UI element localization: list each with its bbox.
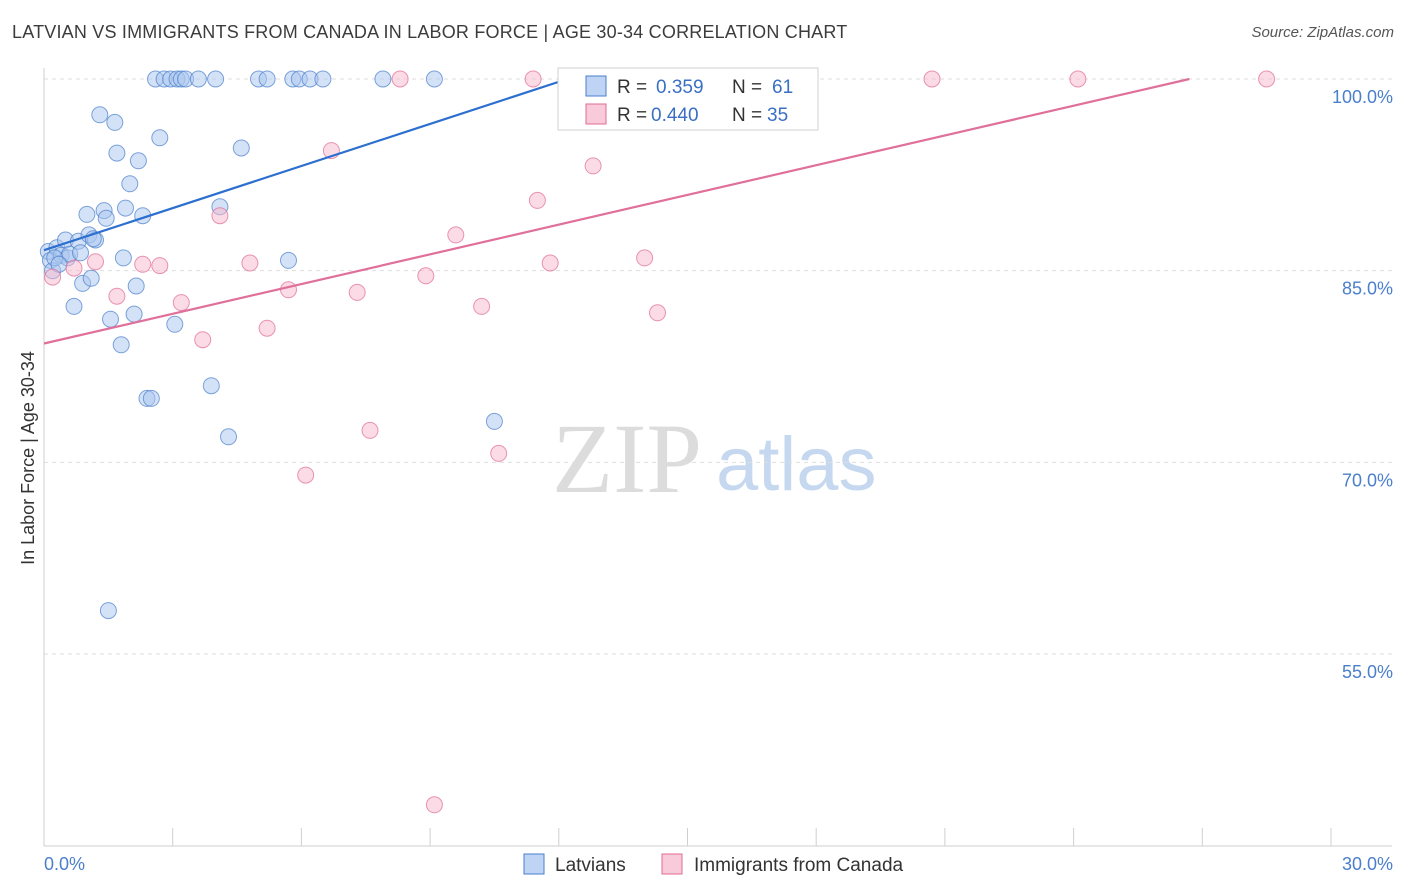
x-tick-label-min: 0.0% — [44, 854, 85, 874]
axes-layer — [43, 68, 1392, 847]
chart-source: Source: ZipAtlas.com — [1251, 24, 1394, 41]
point-canada — [241, 254, 259, 272]
point-canada — [65, 259, 83, 277]
point-latvians — [425, 70, 443, 88]
legend-n-value-latvians: 61 — [772, 77, 793, 98]
x-tick-label-max: 30.0% — [1342, 854, 1393, 874]
point-canada — [425, 796, 443, 814]
point-latvians — [142, 389, 160, 407]
bottom-legend-swatch-latvians — [523, 853, 545, 875]
y-tick-label-layer: 55.0% 70.0% 85.0% 100.0% — [1332, 87, 1393, 682]
point-latvians — [258, 70, 276, 88]
point-latvians — [91, 106, 109, 124]
point-latvians — [151, 129, 169, 147]
point-latvians — [127, 277, 145, 295]
point-canada — [447, 226, 465, 244]
point-canada — [211, 207, 229, 225]
y-tick-label: 85.0% — [1342, 279, 1393, 299]
trend-line-latvians — [43, 77, 568, 252]
point-latvians — [485, 412, 503, 430]
point-canada — [1258, 70, 1276, 88]
point-canada — [391, 70, 409, 88]
point-canada — [541, 254, 559, 272]
point-latvians — [314, 70, 332, 88]
point-canada — [417, 267, 435, 285]
point-latvians — [207, 70, 225, 88]
point-canada — [44, 268, 62, 286]
point-latvians — [102, 310, 119, 328]
y-tick-label: 55.0% — [1342, 662, 1393, 682]
point-latvians — [112, 336, 130, 354]
bottom-legend-label-latvians: Latvians — [555, 855, 626, 876]
point-canada — [172, 294, 190, 312]
point-canada — [584, 157, 602, 175]
point-canada — [348, 283, 366, 301]
point-latvians — [65, 297, 83, 315]
point-latvians — [374, 70, 392, 88]
point-canada — [297, 466, 315, 484]
point-latvians — [280, 251, 297, 269]
legend-r-value-canada: 0.440 — [651, 105, 699, 126]
point-latvians — [106, 113, 124, 131]
point-latvians — [189, 70, 207, 88]
legend-r-label-1: R = — [617, 77, 647, 98]
point-latvians — [166, 315, 184, 333]
point-latvians — [82, 269, 100, 287]
legend-n-label-2: N = — [732, 105, 762, 126]
point-latvians — [97, 209, 115, 227]
legend-swatch-canada — [585, 103, 607, 125]
watermark-atlas: atlas — [716, 422, 877, 507]
y-tick-label: 70.0% — [1342, 470, 1393, 490]
point-canada — [528, 191, 546, 209]
point-canada — [108, 287, 126, 305]
point-canada — [151, 257, 169, 275]
top-legend: R = 0.359 N = 61 R = 0.440 N = 35 — [557, 67, 819, 131]
point-canada — [923, 70, 941, 88]
y-axis-title: In Labor Force | Age 30-34 — [18, 351, 38, 565]
legend-n-label-1: N = — [732, 77, 762, 98]
chart-title: LATVIAN VS IMMIGRANTS FROM CANADA IN LAB… — [12, 22, 848, 42]
point-latvians — [220, 428, 237, 446]
bottom-legend-swatch-canada — [661, 853, 683, 875]
point-canada — [87, 253, 104, 271]
point-canada — [473, 297, 491, 315]
point-latvians — [202, 377, 220, 395]
point-latvians — [78, 205, 96, 223]
point-latvians — [125, 305, 143, 323]
point-canada — [280, 281, 297, 299]
legend-swatch-latvians — [585, 75, 607, 97]
point-latvians — [114, 249, 132, 267]
legend-n-value-canada: 35 — [767, 105, 788, 126]
point-canada — [258, 319, 276, 337]
grid-layer — [44, 78, 1392, 655]
point-canada — [524, 70, 542, 88]
point-canada — [490, 444, 508, 462]
point-latvians — [232, 139, 250, 157]
point-latvians — [99, 602, 117, 620]
point-canada — [134, 255, 152, 273]
point-latvians — [121, 175, 139, 193]
trend-layer — [43, 77, 1190, 345]
legend-r-label-2: R = — [617, 105, 647, 126]
point-canada — [1069, 70, 1087, 88]
point-canada — [636, 249, 654, 267]
bottom-legend-label-canada: Immigrants from Canada — [694, 855, 904, 876]
point-canada — [194, 331, 212, 349]
y-tick-label: 100.0% — [1332, 87, 1393, 107]
trend-line-canada — [43, 77, 1190, 345]
bottom-legend: Latvians Immigrants from Canada — [523, 853, 904, 876]
point-canada — [361, 421, 379, 439]
point-canada — [649, 304, 666, 322]
point-latvians — [108, 144, 126, 162]
x-tick-layer — [43, 828, 1332, 846]
point-latvians — [117, 199, 134, 217]
point-latvians — [72, 244, 89, 262]
points-layer — [39, 70, 1276, 814]
point-latvians — [129, 152, 147, 170]
legend-r-value-latvians: 0.359 — [656, 77, 704, 98]
watermark-zip: ZIP — [552, 403, 702, 514]
